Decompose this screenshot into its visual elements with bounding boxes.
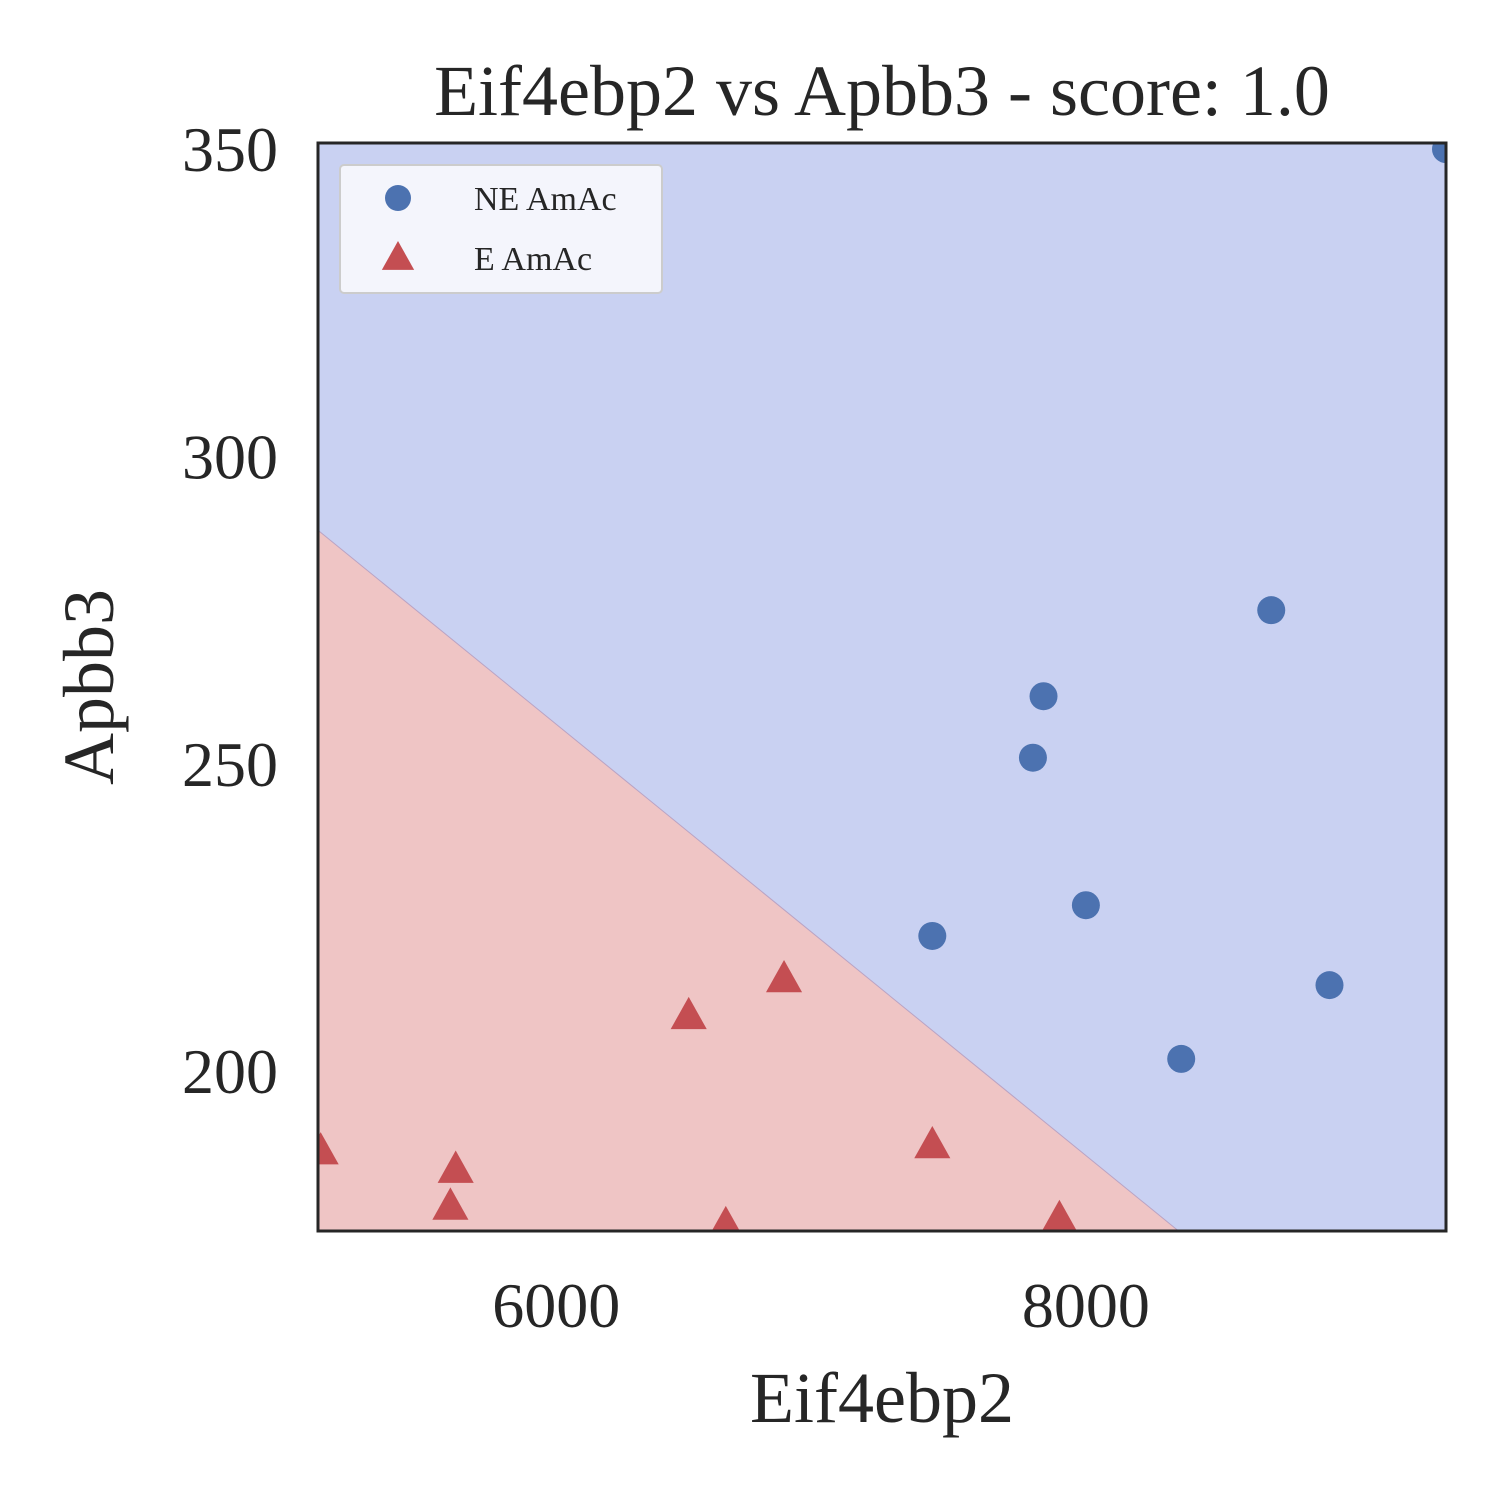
data-point-ne-amac bbox=[1018, 743, 1047, 772]
legend-label: E AmAc bbox=[474, 241, 592, 278]
data-point-ne-amac bbox=[1257, 596, 1286, 625]
legend-label: NE AmAc bbox=[474, 181, 617, 218]
data-point-e-amac bbox=[765, 959, 803, 993]
legend: NE AmAc E AmAc bbox=[339, 164, 663, 294]
data-point-e-amac bbox=[318, 1132, 339, 1165]
data-point-ne-amac bbox=[1029, 682, 1058, 711]
data-point-ne-amac bbox=[1315, 971, 1344, 1000]
data-point-e-amac bbox=[914, 1125, 951, 1159]
x-axis-label: Eif4ebp2 bbox=[750, 1358, 1014, 1438]
legend-box bbox=[339, 164, 663, 294]
y-tick-label: 350 bbox=[182, 114, 278, 185]
x-tick-label: 8000 bbox=[1022, 1270, 1150, 1341]
data-point-ne-amac bbox=[918, 921, 947, 950]
data-point-e-amac bbox=[437, 1150, 474, 1183]
plot-frame bbox=[316, 141, 1448, 1233]
legend-marker-e-amac bbox=[381, 241, 415, 270]
y-tick-label: 300 bbox=[182, 421, 278, 492]
data-point-e-amac bbox=[1041, 1199, 1077, 1231]
legend-marker-ne-amac bbox=[385, 185, 411, 211]
data-point-ne-amac bbox=[1167, 1044, 1196, 1073]
data-point-ne-amac bbox=[1432, 143, 1446, 164]
y-tick-label: 200 bbox=[182, 1036, 278, 1107]
data-point-e-amac bbox=[432, 1187, 469, 1220]
x-tick-label: 6000 bbox=[492, 1270, 620, 1341]
y-tick-label: 250 bbox=[182, 729, 278, 800]
data-point-e-amac bbox=[711, 1205, 740, 1231]
data-point-e-amac bbox=[670, 996, 707, 1030]
y-axis-label: Apbb3 bbox=[49, 589, 129, 785]
data-point-ne-amac bbox=[1071, 891, 1100, 920]
chart-title: Eif4ebp2 vs Apbb3 - score: 1.0 bbox=[434, 51, 1330, 131]
decision-boundary bbox=[318, 529, 1179, 1231]
